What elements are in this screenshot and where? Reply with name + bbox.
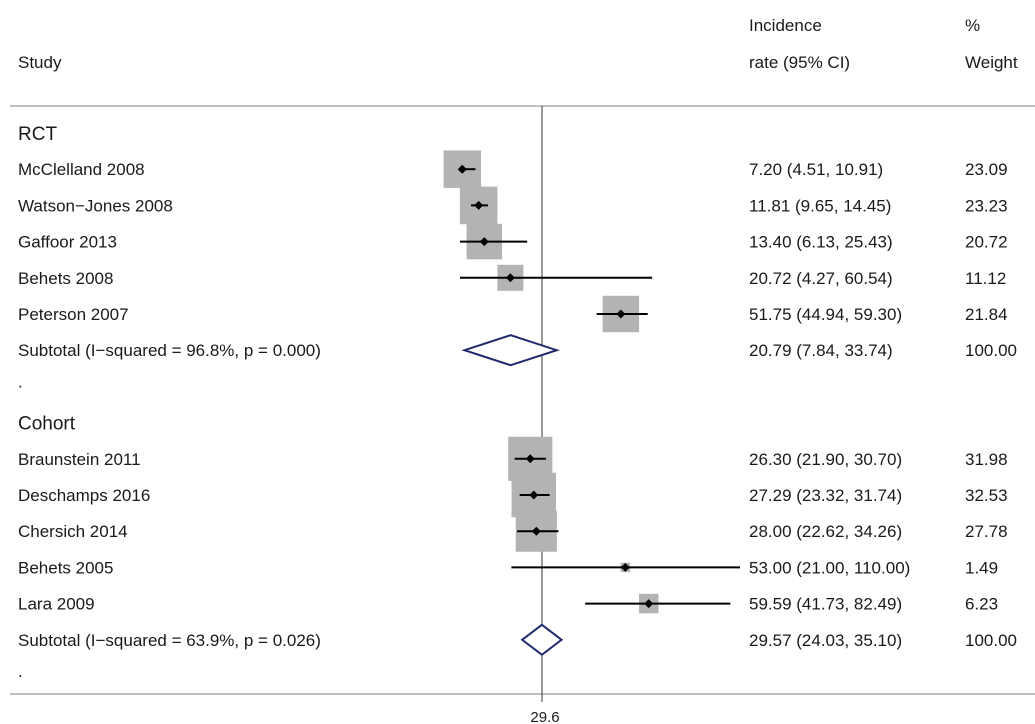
- group-separator: .: [18, 662, 23, 681]
- study-ci-text: 53.00 (21.00, 110.00): [749, 558, 910, 577]
- study-point-estimate: [457, 164, 467, 174]
- study-point-estimate: [474, 200, 484, 210]
- study-point-estimate: [531, 526, 541, 536]
- study-weight: 23.09: [965, 160, 1008, 179]
- study-label: Gaffoor 2013: [18, 233, 117, 252]
- subtotal-ci-text: 29.57 (24.03, 35.10): [749, 631, 902, 650]
- subtotal-weight: 100.00: [965, 631, 1017, 650]
- weight-header-line1: %: [965, 16, 980, 35]
- study-label: McClelland 2008: [18, 160, 145, 179]
- study-ci-text: 13.40 (6.13, 25.43): [749, 233, 893, 252]
- study-point-estimate: [620, 562, 630, 572]
- study-weight: 20.72: [965, 233, 1008, 252]
- study-ci-text: 27.29 (23.32, 31.74): [749, 486, 902, 505]
- study-label: Peterson 2007: [18, 305, 129, 324]
- reference-label: 29.6: [530, 709, 559, 724]
- study-ci-text: 11.81 (9.65, 14.45): [749, 196, 891, 215]
- study-label: Behets 2008: [18, 269, 113, 288]
- study-header: Study: [18, 53, 62, 72]
- group-separator: .: [18, 372, 23, 391]
- study-label: Chersich 2014: [18, 522, 128, 541]
- study-point-estimate: [616, 309, 626, 319]
- study-label: Behets 2005: [18, 558, 113, 577]
- study-label: Deschamps 2016: [18, 486, 150, 505]
- study-weight: 32.53: [965, 486, 1008, 505]
- study-weight: 21.84: [965, 305, 1008, 324]
- study-ci-text: 59.59 (41.73, 82.49): [749, 595, 902, 614]
- study-point-estimate: [505, 273, 515, 283]
- study-label: Braunstein 2011: [18, 450, 141, 469]
- study-point-estimate: [479, 237, 489, 247]
- study-point-estimate: [529, 490, 539, 500]
- study-ci-text: 51.75 (44.94, 59.30): [749, 305, 902, 324]
- study-weight: 1.49: [965, 558, 998, 577]
- study-ci-text: 26.30 (21.90, 30.70): [749, 450, 902, 469]
- study-weight: 6.23: [965, 595, 998, 614]
- group-label: Cohort: [18, 414, 76, 435]
- subtotal-weight: 100.00: [965, 341, 1017, 360]
- subtotal-label: Subtotal (I−squared = 96.8%, p = 0.000): [18, 341, 321, 360]
- study-weight: 11.12: [965, 269, 1006, 288]
- study-ci-text: 28.00 (22.62, 34.26): [749, 522, 902, 541]
- study-weight: 31.98: [965, 450, 1008, 469]
- group-label: RCT: [18, 124, 57, 145]
- incidence-header-line2: rate (95% CI): [749, 53, 850, 72]
- study-point-estimate: [525, 454, 535, 464]
- study-point-estimate: [644, 599, 654, 609]
- subtotal-diamond: [520, 623, 564, 657]
- study-ci-text: 20.72 (4.27, 60.54): [749, 269, 893, 288]
- weight-header-line2: Weight: [965, 53, 1018, 72]
- study-weight: 23.23: [965, 196, 1008, 215]
- incidence-header-line1: Incidence: [749, 16, 822, 35]
- study-label: Lara 2009: [18, 595, 95, 614]
- header: Study Incidence rate (95% CI) % Weight: [18, 16, 1018, 72]
- subtotal-ci-text: 20.79 (7.84, 33.74): [749, 341, 893, 360]
- study-weight: 27.78: [965, 522, 1008, 541]
- rows: RCT McClelland 2008 7.20 (4.51, 10.91) 23.0…: [18, 124, 1017, 681]
- subtotal-label: Subtotal (I−squared = 63.9%, p = 0.026): [18, 631, 321, 650]
- study-ci-text: 7.20 (4.51, 10.91): [749, 160, 883, 179]
- study-label: Watson−Jones 2008: [18, 196, 173, 215]
- subtotal-diamond: [461, 334, 560, 367]
